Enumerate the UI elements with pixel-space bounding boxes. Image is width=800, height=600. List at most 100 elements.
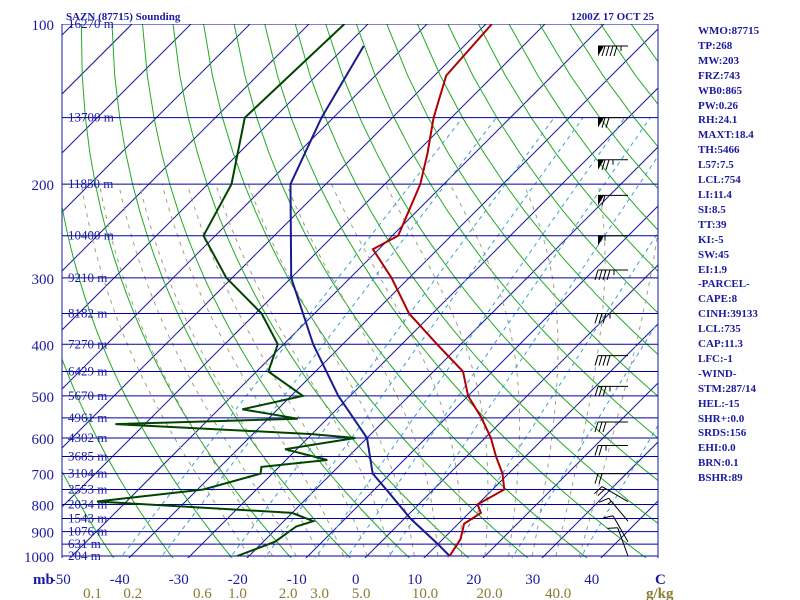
index-line: WB0:865 [698, 84, 742, 97]
dry-adiabat-line [386, 24, 658, 397]
isotherm-line [62, 24, 251, 213]
dry-adiabat-line [62, 357, 174, 558]
height-label: 3685 m [68, 448, 107, 463]
height-label: 16270 m [68, 16, 114, 31]
height-label: 11850 m [68, 176, 113, 191]
wind-barb [598, 497, 629, 522]
isotherm-line [0, 24, 14, 567]
height-label: 2034 m [68, 496, 107, 511]
dewpoint-trace [96, 24, 356, 557]
wind-barb [602, 515, 629, 542]
isotherm-line [364, 264, 658, 558]
index-line: HEL:-15 [698, 397, 740, 410]
wind-barb [594, 421, 628, 433]
dry-adiabat-line [477, 24, 658, 273]
height-label: 6429 m [68, 364, 107, 379]
dry-adiabat-line [203, 24, 529, 558]
height-label: 10400 m [68, 228, 114, 243]
height-label: 204 m [68, 548, 101, 563]
mixing-ratio-label: 2.0 [279, 586, 298, 600]
isotherm-line [62, 24, 192, 154]
index-line: SW:45 [698, 248, 730, 261]
pressure-tick-label: 700 [32, 468, 55, 484]
index-line: LFC:-1 [698, 352, 733, 365]
temperature-trace [371, 24, 506, 557]
wind-barb [594, 473, 628, 484]
height-label: 8182 m [68, 305, 107, 320]
mixing-ratio-label: 20.0 [476, 586, 502, 600]
wind-barb [598, 117, 628, 128]
dry-adiabat-line [447, 24, 658, 314]
dry-adiabat-line [111, 24, 352, 558]
index-line: WMO:87715 [698, 25, 760, 37]
isotherm-line [62, 24, 487, 449]
index-line: FRZ:743 [698, 69, 741, 82]
index-line: LI:11.4 [698, 188, 732, 201]
height-label: 1076 m [68, 524, 107, 539]
wind-barb [598, 235, 628, 246]
wind-barb [594, 312, 628, 324]
dry-adiabat-line [325, 24, 658, 482]
dry-adiabat-line [142, 24, 411, 558]
chart-title-right: 1200Z 17 OCT 25 [571, 11, 655, 23]
isotherm-line [305, 205, 658, 558]
mixing-ratio-label: 0.6 [193, 586, 212, 600]
index-line: LCL:735 [698, 323, 741, 336]
pressure-tick-label: 100 [32, 18, 55, 34]
chart-title-left: SAZN (87715) Sounding [66, 11, 181, 23]
moist-adiabat-line [285, 183, 439, 557]
wind-barb [598, 194, 628, 206]
wind-barb [598, 159, 628, 170]
mixing-ratio-line [119, 117, 464, 558]
temperature-tick-label: -40 [110, 572, 130, 588]
isotherm-line [128, 28, 658, 558]
pressure-tick-label: 1000 [24, 550, 54, 566]
height-label: 5670 m [68, 388, 107, 403]
mixing-ratio-line [314, 117, 626, 558]
isotherm-line [423, 323, 658, 558]
height-label: 2553 m [68, 482, 107, 497]
temperature-tick-label: 20 [466, 572, 481, 588]
mixing-ratio-label: 0.1 [83, 586, 102, 600]
temperature-tick-label: 30 [525, 572, 540, 588]
sounding-indices-panel: WMO:87715 TP:268 MW:203 FRZ:743 WB0:865 PW:0.… [698, 24, 798, 486]
height-label: 1543 m [68, 510, 107, 525]
temperature-tick-label: -10 [287, 572, 307, 588]
temperature-tick-label: 40 [584, 572, 599, 588]
isotherm-line [62, 24, 369, 331]
index-line: SHR+:0.0 [698, 412, 745, 425]
index-line: MAXT:18.4 [698, 129, 754, 142]
mixing-ratio-line [387, 155, 658, 558]
mixing-ratio-label: 5.0 [352, 586, 371, 600]
wind-barb [594, 486, 629, 502]
pressure-tick-label: 800 [32, 498, 55, 514]
index-line: SRDS:156 [698, 427, 747, 440]
index-line: KI:-5 [698, 233, 724, 246]
isotherm-line [62, 24, 428, 390]
mix-unit-label: g/kg [646, 586, 674, 600]
mixing-ratio-label: 0.2 [123, 586, 142, 600]
isotherm-line [482, 382, 658, 558]
mixing-ratio-line [447, 231, 658, 558]
temperature-tick-label: 0 [352, 572, 360, 588]
index-line: TP:268 [698, 39, 733, 52]
index-line: -WIND- [698, 367, 737, 380]
mixing-ratio-label: 40.0 [545, 586, 571, 600]
index-line: -PARCEL- [698, 278, 750, 291]
isotherm-line [62, 24, 546, 508]
index-line: BRN:0.1 [698, 457, 739, 470]
dry-adiabat-line [233, 24, 588, 558]
moist-adiabat-line [161, 183, 344, 557]
pressure-tick-label: 400 [32, 338, 55, 354]
moist-adiabat-line [186, 183, 368, 557]
dry-adiabat-line [62, 470, 115, 558]
index-line: MW:203 [698, 54, 739, 67]
isotherm-line [69, 24, 605, 558]
index-line: L57:7.5 [698, 159, 734, 172]
mixing-ratio-line [511, 320, 658, 558]
height-label: 4961 m [68, 410, 107, 425]
height-label: 4302 m [68, 430, 107, 445]
temperature-tick-label: 10 [407, 572, 422, 588]
pressure-tick-label: 300 [32, 272, 55, 288]
index-line: SI:8.5 [698, 203, 726, 216]
